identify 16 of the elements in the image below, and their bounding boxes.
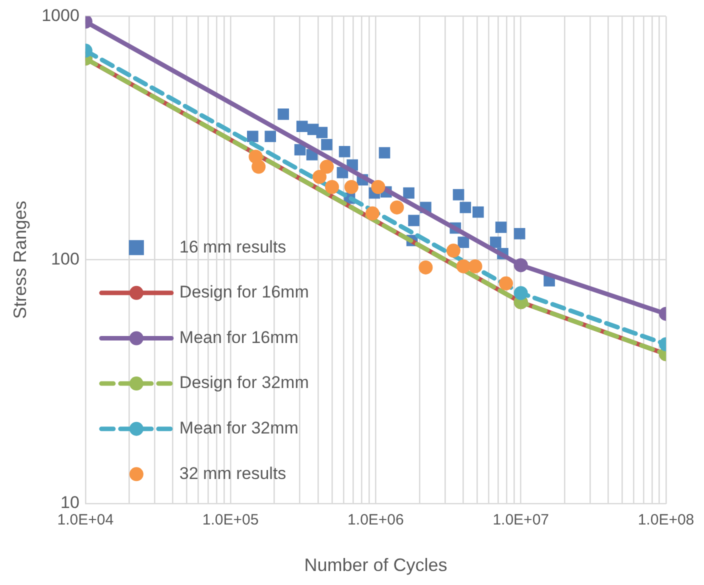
x-tick-label: 1.0E+07 [492,512,550,529]
x-tick-label: 1.0E+08 [638,512,694,529]
x-tick-label: 1.0E+06 [348,512,404,529]
x-tick-label: 1.0E+05 [202,512,259,529]
legend-label: Design for 16mm [179,282,309,302]
y-tick-label: 100 [51,249,80,268]
legend-label: Mean for 32mm [179,418,298,438]
legend-label: 32 mm results [179,464,286,483]
y-tick-label: 10 [60,493,80,512]
legend-label: 16 mm results [179,237,286,256]
x-tick-label: 1.0E+04 [57,512,114,529]
legend-label: Design for 32mm [179,373,309,392]
x-axis-title: Number of Cycles [304,555,448,576]
legend-label: Mean for 16mm [179,328,298,347]
y-axis-title: Stress Ranges [10,200,30,319]
y-tick-label: 1000 [42,6,80,25]
